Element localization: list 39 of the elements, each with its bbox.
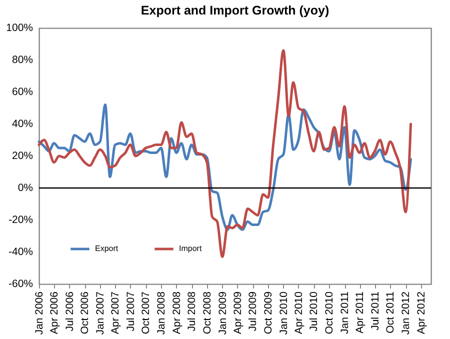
- x-tick-label: Apr 2008: [170, 291, 183, 334]
- y-tick-label: 20%: [12, 150, 33, 162]
- x-tick-label: Apr 2006: [48, 291, 61, 334]
- x-tick-label: Jan 2008: [156, 291, 168, 335]
- x-tick-label: Oct 2011: [384, 291, 397, 334]
- x-tick-label: Oct 2010: [324, 291, 336, 334]
- legend-label: Export: [95, 244, 119, 253]
- x-tick-label: Oct 2006: [79, 291, 92, 334]
- x-tick-label: Apr 2010: [292, 291, 305, 334]
- line-series: [38, 49, 412, 258]
- x-tick-label: Oct 2009: [262, 291, 275, 334]
- x-tick-label: Jan 2010: [278, 291, 290, 335]
- x-tick-label: Jan 2006: [34, 291, 46, 335]
- x-tick-label: Oct 2007: [140, 291, 152, 334]
- x-tick-label: Apr 2012: [415, 291, 428, 334]
- x-tick-label: Apr 2011: [354, 291, 366, 334]
- x-tick-label: Jan 2007: [94, 291, 107, 335]
- x-tick-label: Jul 2007: [124, 291, 137, 332]
- y-tick-label: 60%: [12, 86, 33, 98]
- y-tick-label: 80%: [12, 54, 33, 66]
- x-tick-label: Jul 2011: [369, 291, 382, 330]
- x-tick-label: Jul 2006: [64, 291, 76, 332]
- y-tick-label: -60%: [8, 278, 33, 290]
- x-tick-label: Jan 2009: [216, 291, 229, 335]
- y-tick-label: 40%: [12, 118, 33, 130]
- x-tick-label: Jul 2008: [186, 291, 198, 332]
- x-tick-label: Apr 2007: [110, 291, 122, 334]
- y-tick-label: -20%: [8, 214, 33, 226]
- y-tick-label: -40%: [8, 246, 33, 258]
- legend-label: Import: [179, 244, 202, 253]
- chart-title: Export and Import Growth (yoy): [140, 4, 330, 18]
- x-tick-label: Jan 2011: [339, 291, 351, 334]
- x-tick-label: Jul 2009: [247, 291, 260, 332]
- y-tick-label: 100%: [6, 22, 33, 34]
- x-tick-label: Jul 2010: [308, 291, 320, 332]
- x-tick-label: Jan 2012: [400, 291, 412, 335]
- x-tick-label: Apr 2009: [232, 291, 244, 334]
- x-tick-label: Oct 2008: [201, 291, 214, 334]
- y-tick-label: 0%: [18, 182, 33, 194]
